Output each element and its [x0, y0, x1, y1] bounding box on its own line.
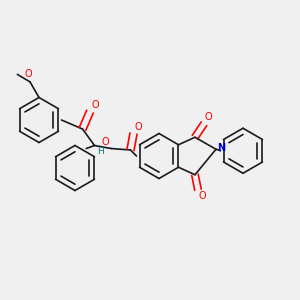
Text: N: N	[218, 143, 226, 153]
Text: H: H	[97, 147, 104, 156]
Text: O: O	[92, 100, 99, 110]
Text: O: O	[205, 112, 212, 122]
Text: O: O	[134, 122, 142, 132]
Text: O: O	[102, 137, 110, 147]
Text: O: O	[199, 191, 206, 201]
Text: O: O	[25, 69, 32, 79]
